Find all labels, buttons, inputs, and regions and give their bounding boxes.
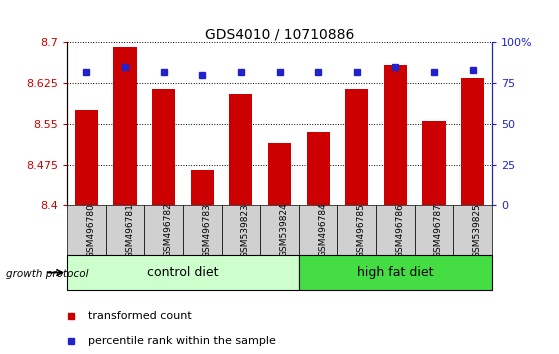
Text: GSM496783: GSM496783: [202, 202, 211, 258]
Bar: [423, 121, 446, 205]
Text: control diet: control diet: [147, 266, 219, 279]
Title: GDS4010 / 10710886: GDS4010 / 10710886: [205, 27, 354, 41]
Bar: [415, 205, 453, 255]
Bar: [299, 205, 338, 255]
Bar: [144, 205, 183, 255]
Bar: [152, 88, 175, 205]
Text: transformed count: transformed count: [88, 311, 192, 321]
Bar: [75, 110, 98, 205]
Bar: [453, 205, 492, 255]
Bar: [384, 65, 407, 205]
Bar: [268, 143, 291, 205]
Bar: [461, 78, 484, 205]
Bar: [106, 205, 144, 255]
Text: GSM539823: GSM539823: [241, 202, 250, 258]
Text: GSM496787: GSM496787: [434, 202, 443, 258]
Text: GSM496786: GSM496786: [395, 202, 404, 258]
Bar: [260, 205, 299, 255]
Text: percentile rank within the sample: percentile rank within the sample: [88, 336, 276, 346]
Text: GSM496785: GSM496785: [357, 202, 366, 258]
Bar: [376, 205, 415, 255]
Bar: [345, 88, 368, 205]
Text: GSM496780: GSM496780: [87, 202, 96, 258]
Bar: [183, 205, 221, 255]
Text: GSM539824: GSM539824: [280, 203, 288, 257]
Bar: [67, 255, 299, 290]
Text: GSM496784: GSM496784: [318, 203, 327, 257]
Text: high fat diet: high fat diet: [357, 266, 434, 279]
Bar: [221, 205, 260, 255]
Bar: [113, 47, 136, 205]
Bar: [306, 132, 330, 205]
Bar: [67, 205, 106, 255]
Text: GSM496781: GSM496781: [125, 202, 134, 258]
Text: GSM496782: GSM496782: [164, 203, 173, 257]
Bar: [229, 94, 253, 205]
Text: GSM539825: GSM539825: [472, 202, 482, 258]
Text: growth protocol: growth protocol: [6, 269, 88, 279]
Bar: [299, 255, 492, 290]
Bar: [338, 205, 376, 255]
Bar: [191, 170, 214, 205]
